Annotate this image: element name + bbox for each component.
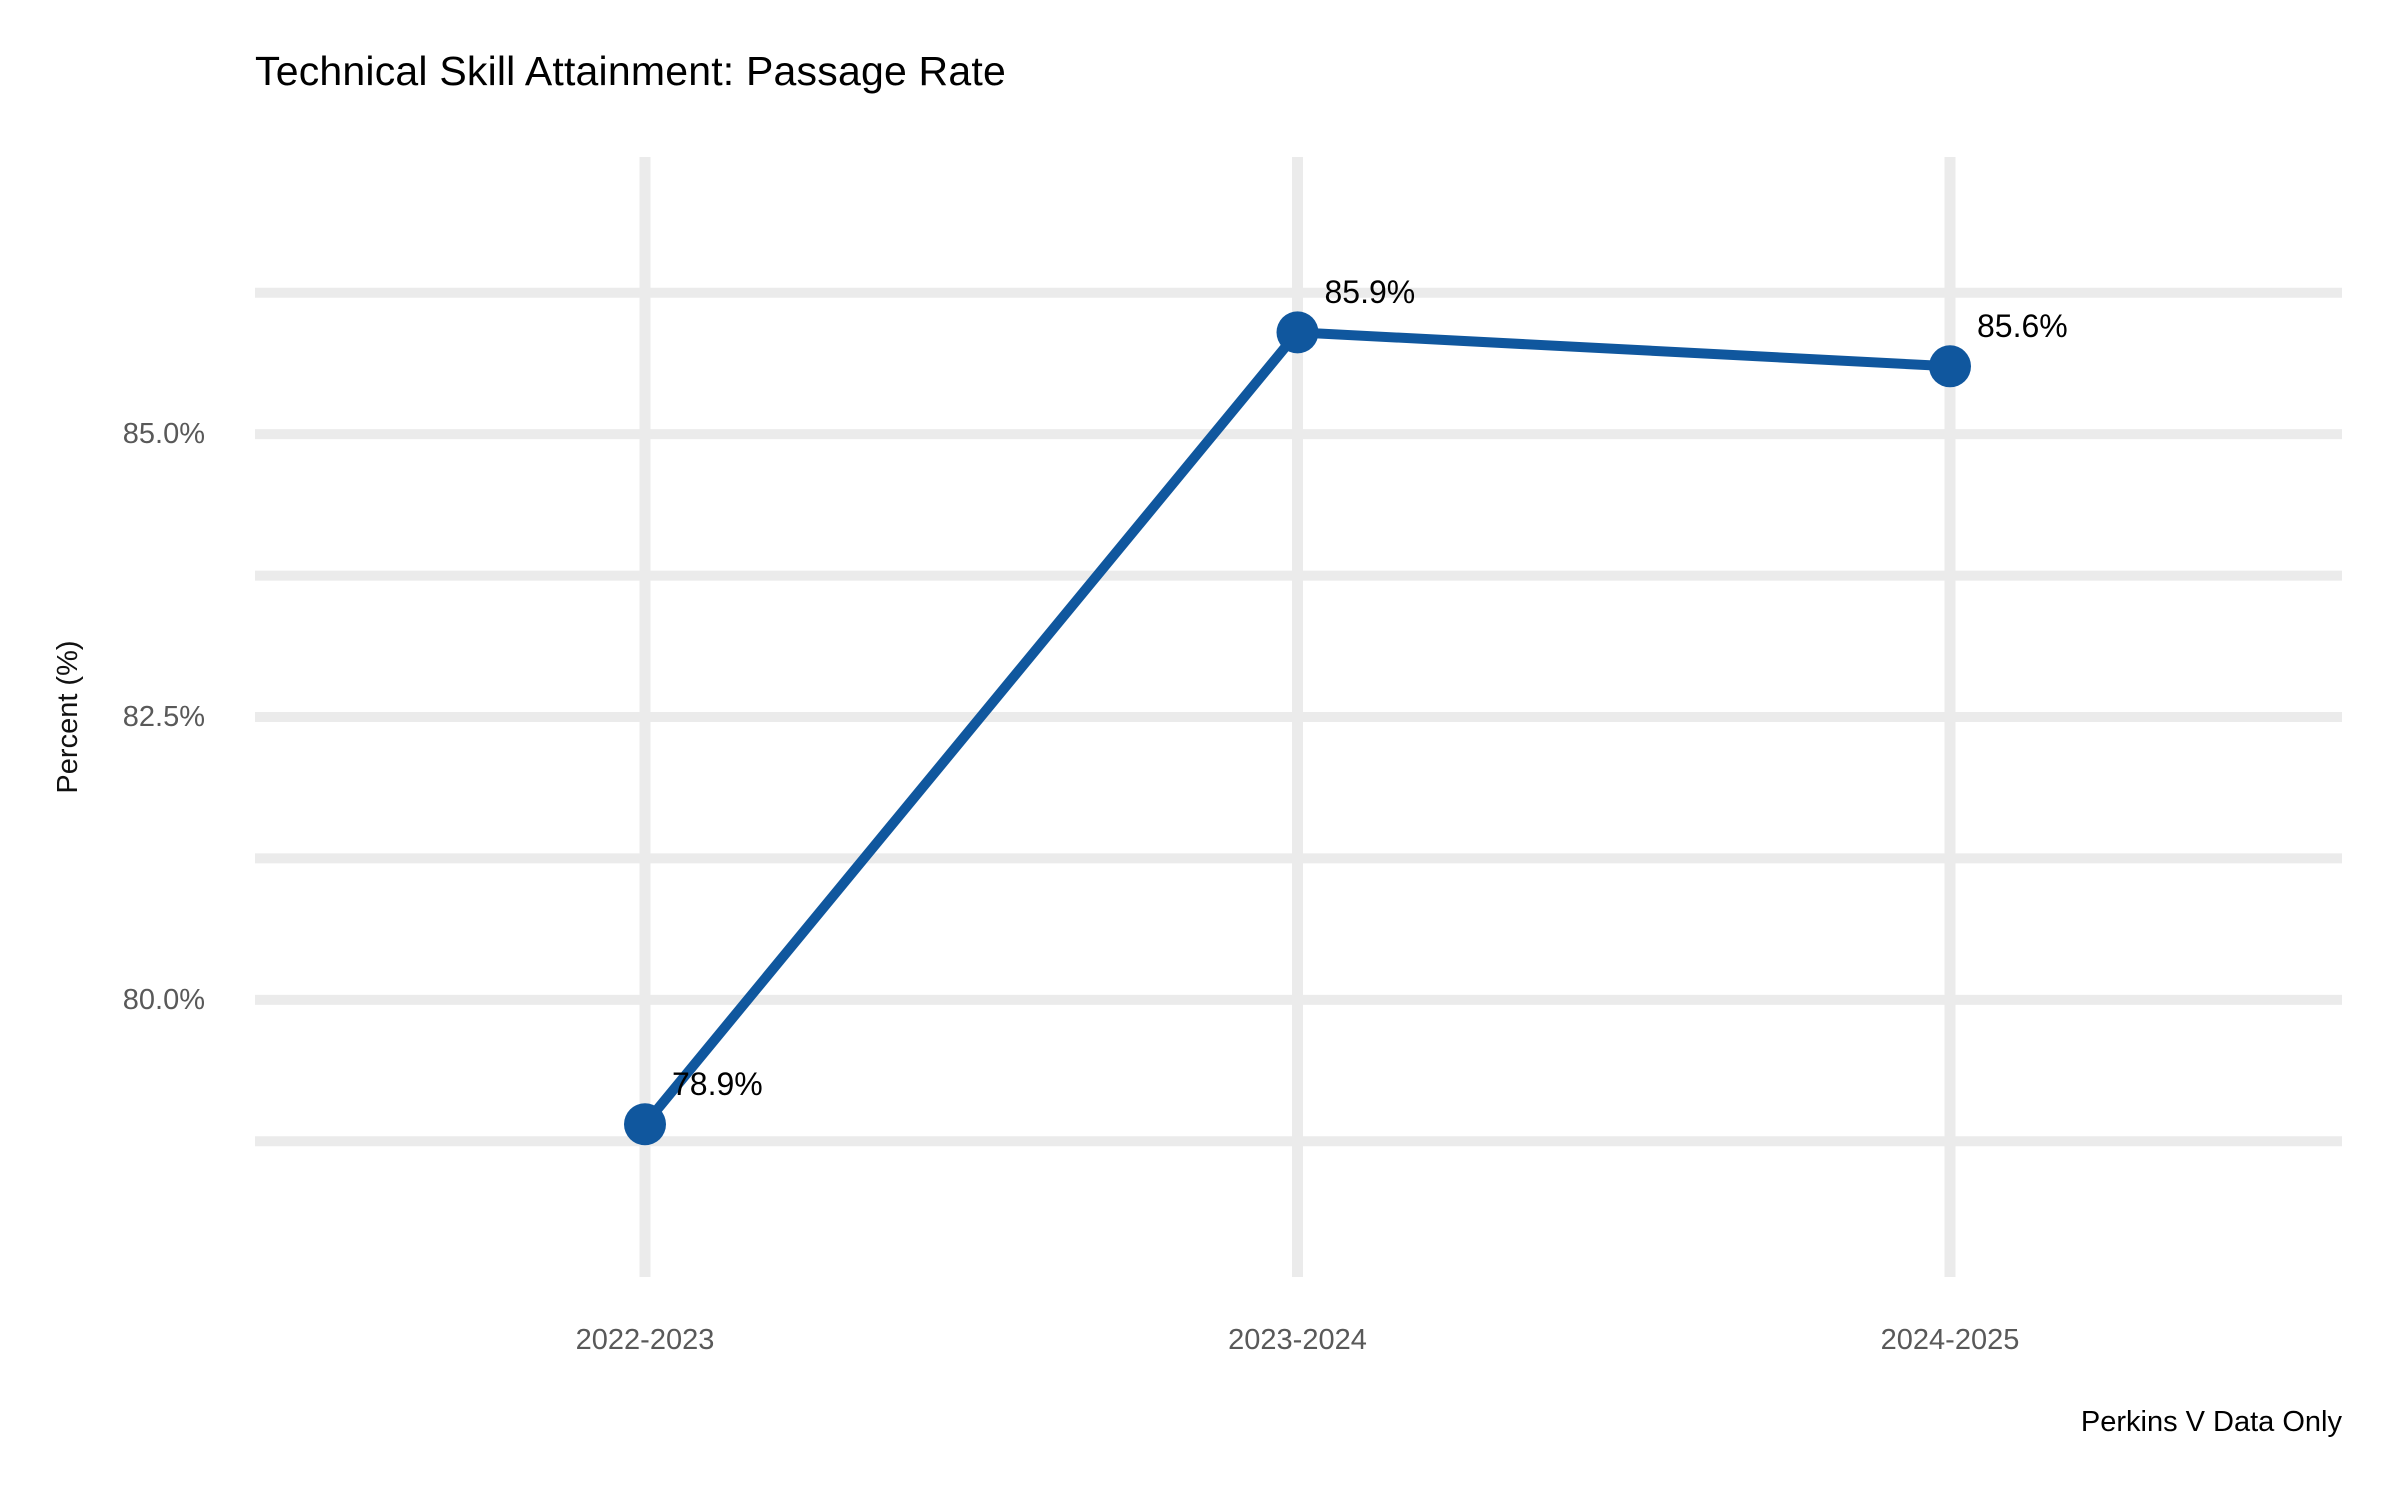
y-tick-label: 82.5% [122, 701, 205, 733]
data-point-label: 78.9% [672, 1066, 763, 1103]
data-point-label: 85.9% [1324, 274, 1416, 311]
data-point [1276, 311, 1319, 354]
y-tick-label: 80.0% [122, 983, 205, 1016]
data-point-label: 85.6% [1977, 308, 2068, 345]
x-tick-label: 2023-2024 [1228, 1324, 1367, 1356]
data-point [624, 1103, 666, 1146]
data-point [1929, 345, 1971, 388]
x-tick-label: 2024-2025 [1880, 1324, 2020, 1356]
chart-caption: Perkins V Data Only [2080, 1406, 2342, 1438]
y-tick-label: 85.0% [122, 418, 205, 451]
x-tick-label: 2022-2023 [575, 1324, 715, 1356]
chart-title: Technical Skill Attainment: Passage Rate [255, 48, 1006, 94]
